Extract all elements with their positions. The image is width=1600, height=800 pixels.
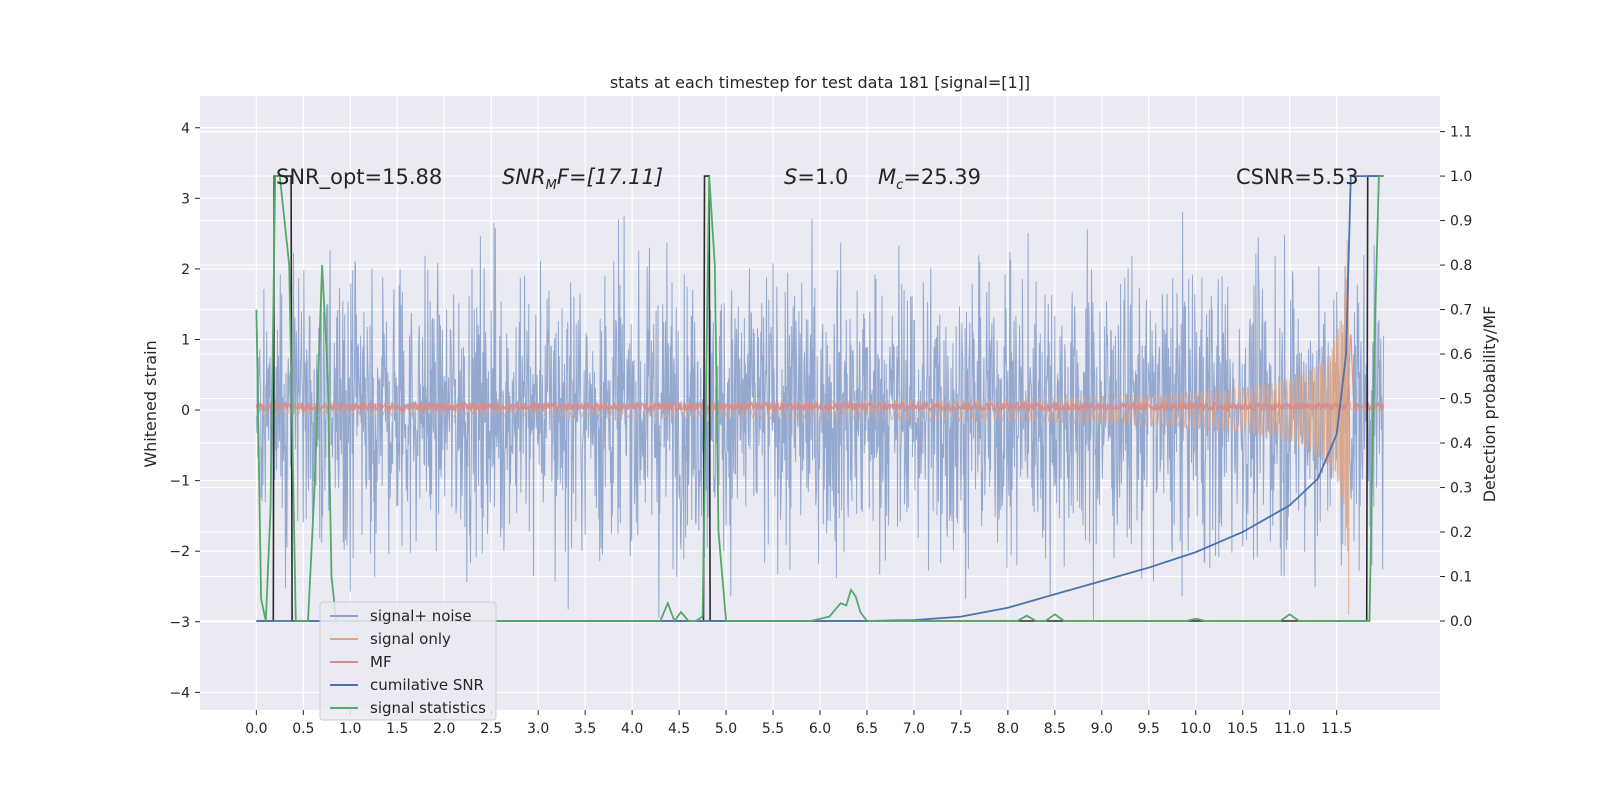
annotation-mc: Mc=25.39 xyxy=(878,165,981,193)
x-tick-label: 4.0 xyxy=(621,721,643,737)
series-cumilative-snr xyxy=(256,175,1384,622)
y-tick-label-right: 0.1 xyxy=(1450,570,1472,586)
series-signal-noise xyxy=(255,212,1385,621)
y-axis-label-right: Detection probability/MF xyxy=(1480,306,1499,503)
legend: signal+ noise signal only MF cumilative … xyxy=(319,601,497,721)
y-tick-label-right: 0.7 xyxy=(1450,303,1472,319)
legend-label-signal-only: signal only xyxy=(370,630,451,648)
x-tick-label: 11.5 xyxy=(1321,721,1352,737)
y-tick-label-right: 1.0 xyxy=(1450,169,1472,185)
y-axis-left: 4 3 2 1 0 −1 −2 −3 −4 xyxy=(169,121,200,701)
series-signal-statistics xyxy=(255,175,1384,623)
y-axis-right: 1.1 1.0 0.9 0.8 0.7 0.6 0.5 0.4 0.3 0.2 0.1 0.0 xyxy=(1440,125,1472,630)
x-tick-label: 11.0 xyxy=(1274,721,1305,737)
legend-label-cumilative-snr: cumilative SNR xyxy=(370,676,484,694)
x-tick-label: 7.0 xyxy=(903,721,925,737)
x-tick-label: 0.5 xyxy=(292,721,314,737)
series-layer xyxy=(255,175,1385,623)
chart-title: stats at each timestep for test data 181… xyxy=(610,73,1030,92)
y-tick-label: 2 xyxy=(181,262,190,278)
y-tick-label: 0 xyxy=(181,403,190,419)
y-tick-label-right: 0.8 xyxy=(1450,258,1472,274)
x-tick-label: 9.5 xyxy=(1138,721,1160,737)
y-tick-label-right: 0.3 xyxy=(1450,481,1472,497)
y-tick-label-right: 0.0 xyxy=(1450,614,1472,630)
x-tick-label: 8.5 xyxy=(1044,721,1066,737)
x-tick-label: 2.0 xyxy=(433,721,455,737)
x-axis: 0.0 0.5 1.0 1.5 2.0 2.5 3.0 3.5 4.0 4.5 5.0 5.5 6.0 6… xyxy=(245,710,1352,737)
legend-box xyxy=(319,601,497,721)
y-tick-label-right: 0.6 xyxy=(1450,347,1472,363)
annotation-snr-mf: SNRMF=[17.11] xyxy=(502,165,663,193)
x-tick-label: 10.0 xyxy=(1180,721,1211,737)
y-tick-label: −2 xyxy=(169,544,190,560)
x-tick-label: 7.5 xyxy=(950,721,972,737)
x-tick-label: 3.5 xyxy=(574,721,596,737)
annotation-s: S=1.0 xyxy=(784,165,848,189)
legend-label-signal-statistics: signal statistics xyxy=(370,699,486,717)
y-tick-label: 4 xyxy=(181,121,190,137)
y-tick-label: −3 xyxy=(169,615,190,631)
series-signal-only xyxy=(255,240,1384,616)
legend-label-mf: MF xyxy=(370,653,392,671)
x-tick-label: 3.0 xyxy=(527,721,549,737)
annotations: SNR_opt=15.88 SNRMF=[17.11] S=1.0 Mc=25.… xyxy=(276,165,1359,193)
y-tick-label: −1 xyxy=(169,474,190,490)
annotation-csnr: CSNR=5.53 xyxy=(1236,165,1359,189)
y-tick-label-right: 0.9 xyxy=(1450,214,1472,230)
x-tick-label: 5.0 xyxy=(715,721,737,737)
y-tick-label: 1 xyxy=(181,332,190,348)
x-tick-label: 6.5 xyxy=(856,721,878,737)
y-axis-label: Whitened strain xyxy=(141,340,160,467)
y-tick-label-right: 1.1 xyxy=(1450,125,1472,141)
x-tick-label: 10.5 xyxy=(1227,721,1258,737)
y-tick-label-right: 0.4 xyxy=(1450,436,1472,452)
x-tick-label: 0.0 xyxy=(245,721,267,737)
annotation-snr-opt: SNR_opt=15.88 xyxy=(276,165,442,190)
y-tick-label: −4 xyxy=(169,685,190,701)
x-tick-label: 9.0 xyxy=(1091,721,1113,737)
x-tick-label: 6.0 xyxy=(809,721,831,737)
x-tick-label: 5.5 xyxy=(762,721,784,737)
series-mf xyxy=(255,334,1385,413)
x-tick-label: 1.5 xyxy=(386,721,408,737)
legend-label-signal-noise: signal+ noise xyxy=(370,607,472,625)
x-tick-label: 2.5 xyxy=(480,721,502,737)
x-tick-label: 1.0 xyxy=(339,721,361,737)
y-tick-label-right: 0.5 xyxy=(1450,392,1472,408)
x-tick-label: 8.0 xyxy=(997,721,1019,737)
x-tick-label: 4.5 xyxy=(668,721,690,737)
y-tick-label-right: 0.2 xyxy=(1450,525,1472,541)
y-tick-label: 3 xyxy=(181,191,190,207)
